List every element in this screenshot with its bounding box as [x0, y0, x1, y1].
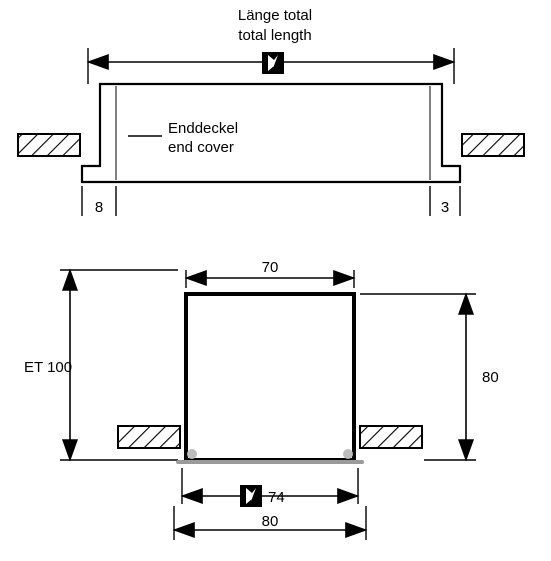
- dim-8-value: 8: [95, 199, 103, 216]
- dim-80-bottom: 80: [174, 506, 366, 540]
- channel-outline: [186, 294, 354, 460]
- title-de: Länge total: [238, 7, 312, 24]
- dim-70: 70: [186, 259, 354, 288]
- dim-80-right-value: 80: [482, 369, 499, 386]
- dim-74-value: 74: [268, 489, 285, 506]
- top-body-outline: [82, 84, 460, 182]
- dim-et100-value: ET 100: [24, 359, 72, 376]
- section-left-flange: [118, 426, 180, 448]
- dim-total-length: [88, 48, 454, 84]
- section-view: ET 100 70 80: [24, 259, 499, 540]
- dim-74: 74: [182, 468, 358, 507]
- end-cover-en: end cover: [168, 139, 234, 156]
- section-right-flange: [360, 426, 422, 448]
- technical-drawing: Länge total total length Enddeckel end c…: [0, 0, 551, 561]
- top-right-flange: [462, 134, 524, 156]
- dim-8: 8: [82, 186, 116, 216]
- dim-70-value: 70: [262, 259, 279, 276]
- dim-80-bottom-value: 80: [262, 513, 279, 530]
- title-en: total length: [238, 27, 311, 44]
- top-view: Länge total total length Enddeckel end c…: [18, 7, 524, 216]
- dim-3-value: 3: [441, 199, 449, 216]
- dim-3: 3: [430, 186, 460, 216]
- end-cover-de: Enddeckel: [168, 120, 238, 137]
- top-left-flange: [18, 134, 80, 156]
